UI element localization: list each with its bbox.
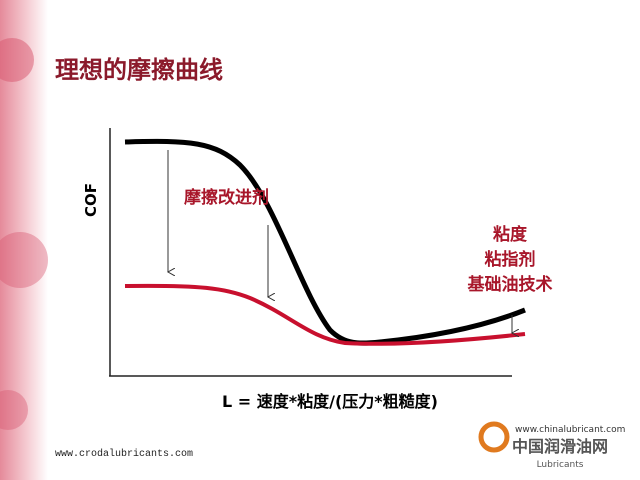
ideal-curve — [124, 138, 526, 346]
annotation: 粘度 — [493, 224, 528, 245]
logo-url: www.chinalubricant.com — [515, 425, 625, 435]
logo-sub: Lubricants — [537, 460, 584, 470]
annotation: 粘指剂 — [485, 249, 536, 270]
annotation: 基础油技术 — [467, 274, 553, 295]
logo-icon — [478, 421, 510, 453]
x-axis-label: L = 速度*粘度/(压力*粗糙度) — [222, 392, 438, 411]
footer-url: www.crodalubricants.com — [55, 448, 193, 460]
decor — [0, 38, 34, 82]
slide-title: 理想的摩擦曲线 — [55, 56, 223, 84]
logo-name: 中国润滑油网 — [512, 437, 608, 456]
y-axis-label: COF — [82, 183, 100, 217]
improved-curve — [124, 283, 526, 346]
decor — [0, 232, 48, 288]
annotation: 摩擦改进剂 — [184, 187, 269, 208]
decor — [0, 390, 28, 430]
